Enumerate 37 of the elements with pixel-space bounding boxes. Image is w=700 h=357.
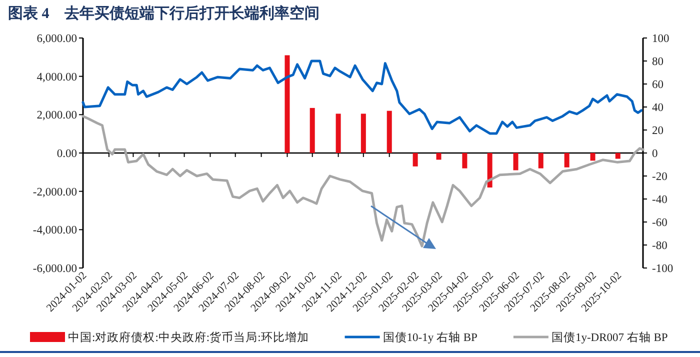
y2-tick-label: -80 [652, 240, 668, 252]
bar [538, 153, 544, 168]
y-tick-label: 4,000.00 [36, 71, 78, 84]
y-tick-label: 6,000.00 [36, 33, 78, 45]
bar [336, 114, 341, 153]
y-tick-label: 0.00 [56, 148, 78, 160]
y2-tick-label: -100 [652, 263, 674, 275]
y2-tick-label: 40 [652, 102, 664, 114]
y2-tick-label: 80 [652, 56, 664, 68]
legend-label: 国债1y-DR007 右轴 BP [551, 331, 668, 344]
line-series [82, 114, 644, 248]
bar [462, 153, 468, 168]
y2-tick-label: -60 [652, 217, 668, 229]
y2-tick-label: -20 [652, 171, 668, 183]
bar [412, 153, 418, 166]
y2-tick-label: -40 [652, 194, 668, 206]
bar [386, 110, 392, 153]
bar [564, 153, 570, 168]
bar [487, 153, 492, 188]
y-tick-label: -6,000.00 [32, 263, 78, 275]
bar [436, 153, 442, 160]
bar [360, 114, 366, 153]
y-tick-label: -4,000.00 [32, 224, 78, 237]
bar [310, 108, 315, 153]
chart-title: 图表 4 去年买债短端下行后打开长端利率空间 [8, 4, 320, 22]
line-series [82, 60, 643, 135]
y2-tick-label: 20 [652, 125, 664, 137]
y2-tick-label: 0 [652, 148, 658, 160]
y-tick-label: 2,000.00 [36, 110, 78, 122]
bar [513, 153, 518, 170]
y2-tick-label: 100 [652, 33, 670, 45]
legend-label: 中国:对政府债权:中央政府:货币当局:环比增加 [68, 330, 309, 344]
y-tick-label: -2,000.00 [32, 186, 78, 198]
legend-label: 国债10-1y 右轴 BP [382, 331, 478, 344]
y2-tick-label: 60 [652, 79, 664, 91]
bar [284, 55, 290, 153]
bar [590, 153, 596, 161]
